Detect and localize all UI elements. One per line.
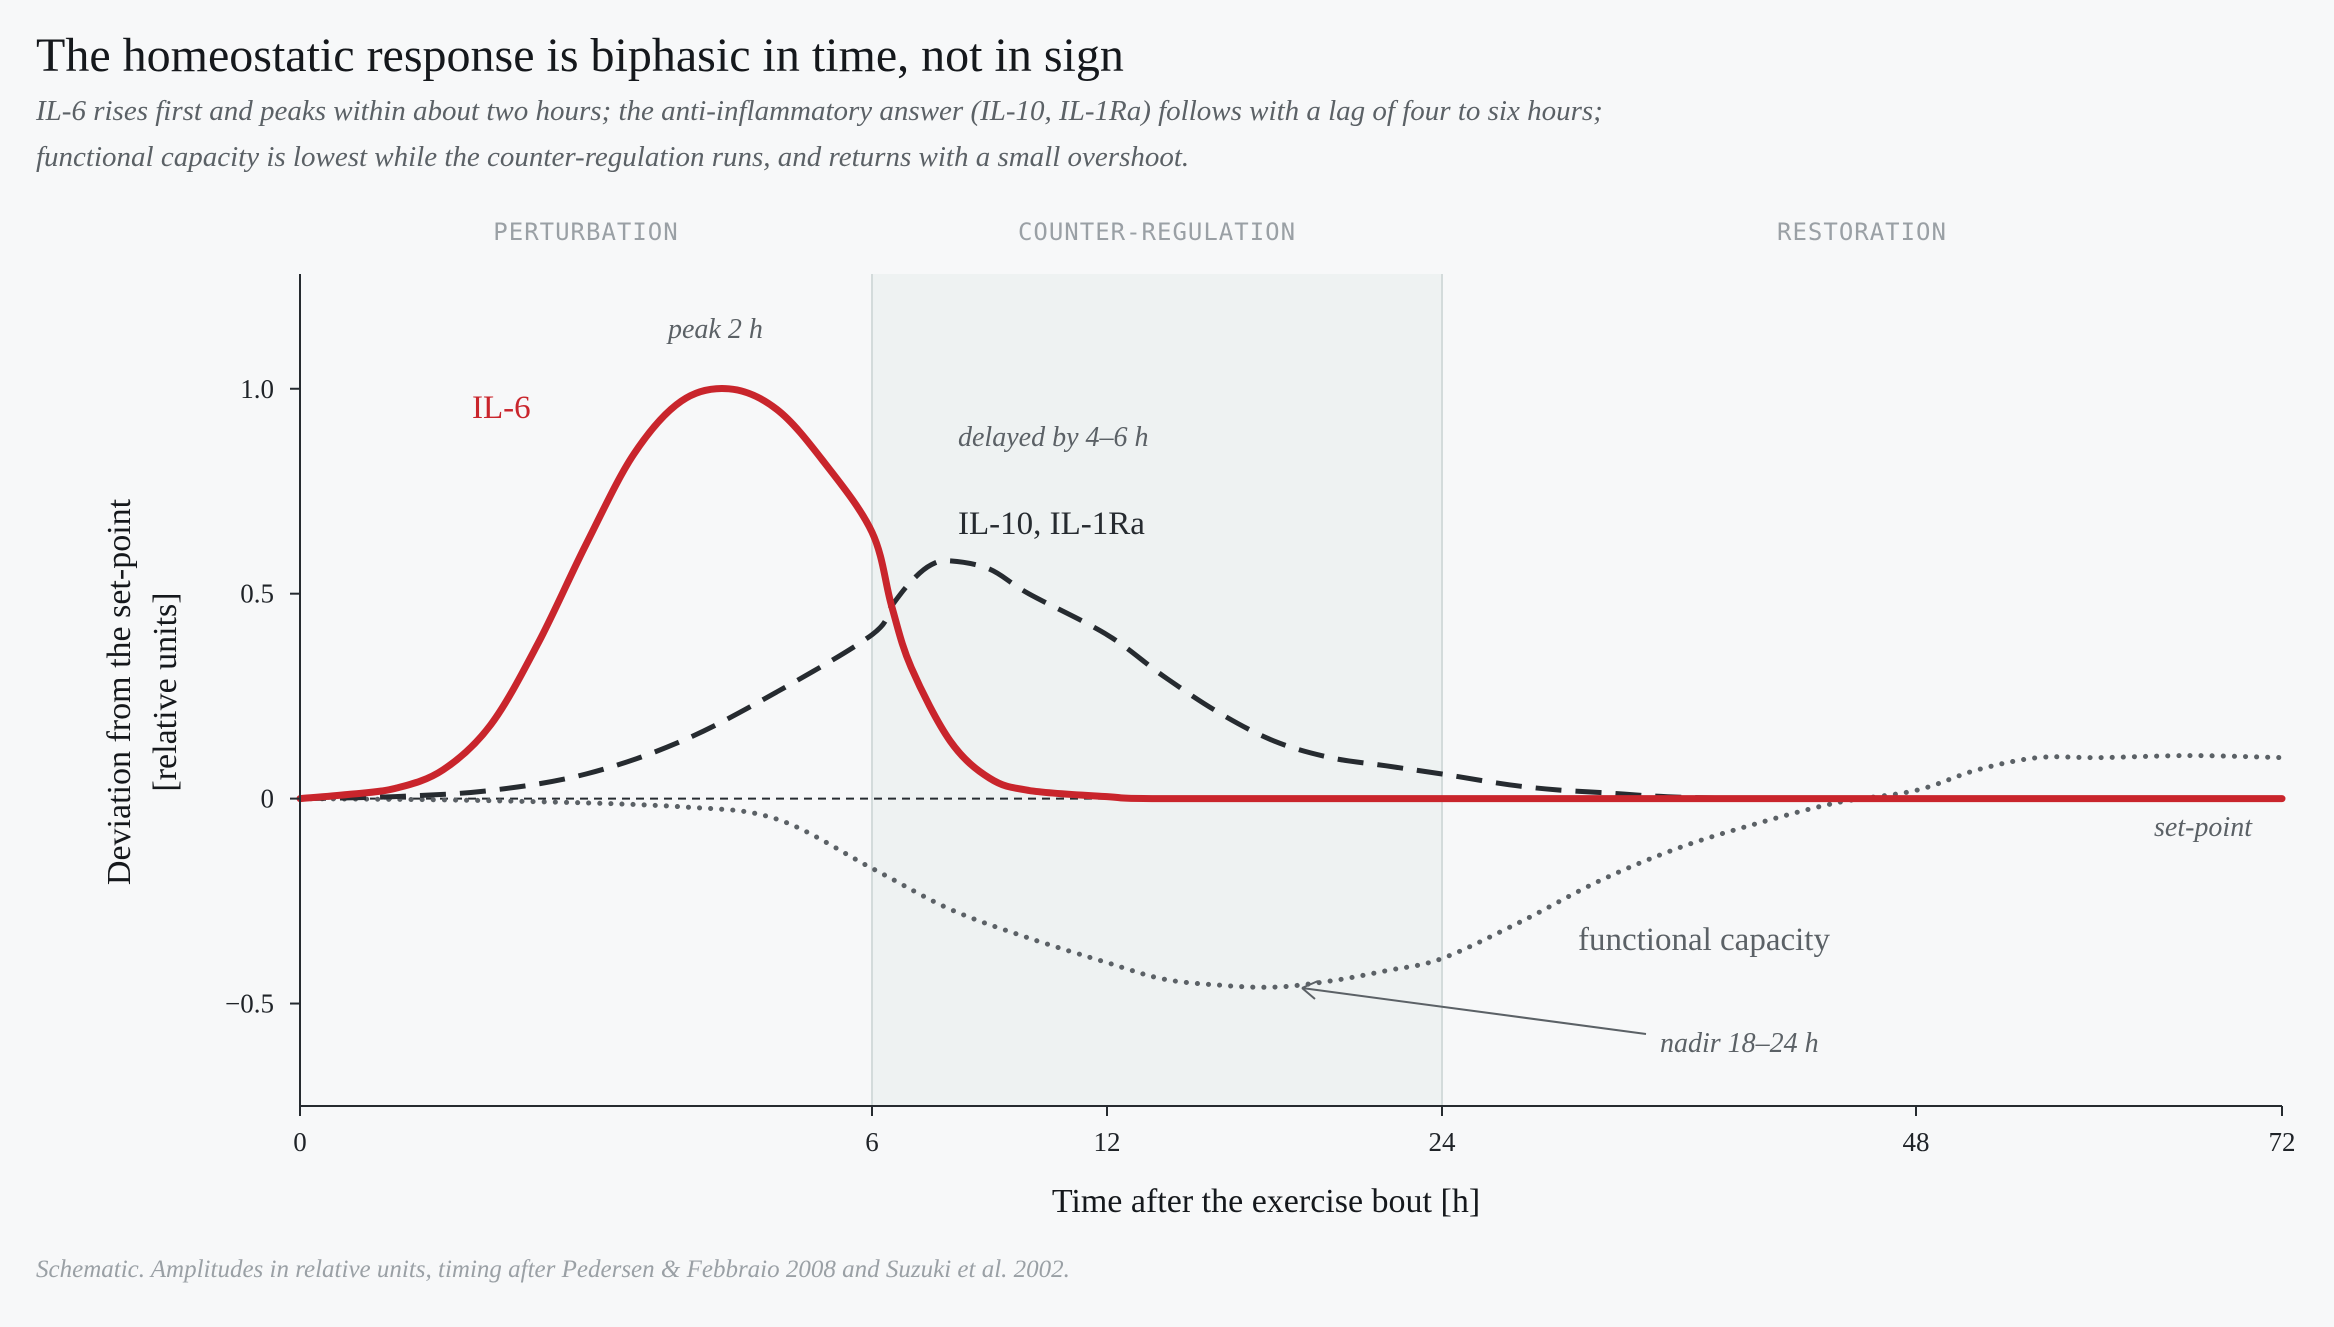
nadir-annotation: nadir 18–24 h <box>1660 1028 1819 1059</box>
nadir-arrow-head <box>1301 980 1319 1000</box>
x-tick-label: 48 <box>1903 1127 1930 1157</box>
chart-footnote: Schematic. Amplitudes in relative units,… <box>36 1256 1070 1283</box>
y-tick-label: 1.0 <box>240 374 274 404</box>
chart-title: The homeostatic response is biphasic in … <box>36 29 1124 82</box>
x-tick-label: 6 <box>865 1127 879 1157</box>
phase-label-0: PERTURBATION <box>493 218 678 246</box>
y-axis-label-line2: [relative units] <box>147 592 184 791</box>
il10-series-label: IL-10, IL-1Ra <box>958 506 1145 542</box>
il6-series-label: IL-6 <box>472 390 531 426</box>
x-tick-label: 72 <box>2269 1127 2296 1157</box>
phase-label-2: RESTORATION <box>1777 218 1947 246</box>
phase-shading-layer <box>871 274 1443 1106</box>
y-axis-label-line1: Deviation from the set-point <box>101 498 138 885</box>
phase-shade-1 <box>872 274 1442 1106</box>
phase-label-1: COUNTER-REGULATION <box>1018 218 1296 246</box>
y-tick-label: 0.5 <box>240 579 274 609</box>
functional-capacity-label: functional capacity <box>1578 922 1830 958</box>
chart-subtitle: IL-6 rises first and peaks within about … <box>36 95 1603 173</box>
y-axis-ticks: −0.5 0 0.5 1.0 <box>225 374 300 1019</box>
y-tick-label: −0.5 <box>225 989 274 1019</box>
x-axis-label: Time after the exercise bout [h] <box>1052 1183 1480 1220</box>
x-tick-label: 0 <box>293 1127 307 1157</box>
series-layer <box>296 384 2286 990</box>
delay-annotation: delayed by 4–6 h <box>958 422 1149 453</box>
setpoint-annotation: set-point <box>2154 812 2253 843</box>
peak-annotation: peak 2 h <box>666 314 763 345</box>
series-line-0 <box>296 384 2286 803</box>
series-line-1 <box>299 558 2283 802</box>
x-axis-ticks: 0 6 12 24 48 72 <box>293 1106 2296 1157</box>
x-tick-label: 12 <box>1094 1127 1121 1157</box>
x-tick-label: 24 <box>1429 1127 1457 1157</box>
phase-labels: PERTURBATION COUNTER-REGULATION RESTORATIO… <box>493 218 1947 246</box>
y-tick-label: 0 <box>261 784 275 814</box>
nadir-arrow-line <box>1301 987 1647 1035</box>
